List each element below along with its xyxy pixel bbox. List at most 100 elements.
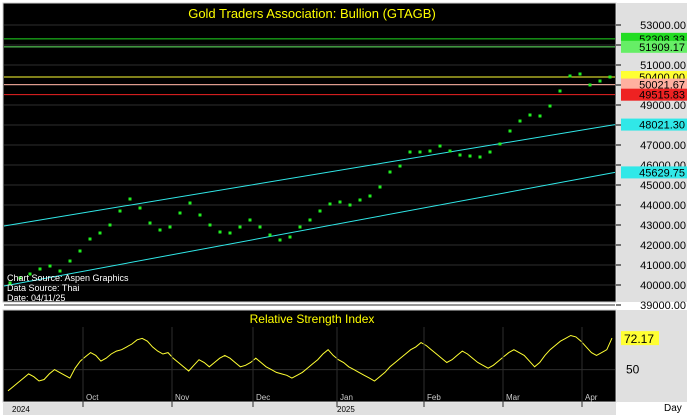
- price-tick-label: 39000.00: [640, 300, 686, 312]
- price-point: [278, 238, 282, 242]
- price-point: [208, 223, 212, 227]
- price-level-label: 51909.17: [639, 42, 685, 54]
- rsi-value-box: [621, 331, 659, 346]
- channel-value-box: [621, 166, 687, 179]
- price-point: [38, 267, 42, 271]
- rsi-tick-label: 50: [626, 363, 640, 377]
- price-point: [458, 153, 462, 157]
- annotation-chart-source: Chart Source: Aspen Graphics: [7, 273, 129, 283]
- price-point: [568, 74, 572, 78]
- price-tick-label: 47000.00: [640, 140, 686, 152]
- price-point: [328, 202, 332, 206]
- annotation-date: Date: 04/11/25: [7, 293, 65, 303]
- x-axis-title: Day: [664, 403, 682, 414]
- price-point: [8, 281, 12, 285]
- price-point: [78, 249, 82, 253]
- rsi-chart-title: Relative Strength Index: [250, 312, 375, 326]
- price-point: [68, 259, 72, 263]
- rsi-axis-background: [617, 310, 687, 402]
- price-horizontal-lines: [4, 38, 615, 96]
- price-point: [578, 72, 582, 76]
- price-tick-label: 53000.00: [640, 20, 686, 32]
- price-point: [428, 149, 432, 153]
- price-point: [478, 155, 482, 159]
- price-point: [198, 213, 202, 217]
- year-label: 2025: [337, 405, 355, 414]
- price-panel-background: [2, 2, 617, 303]
- price-point: [388, 170, 392, 174]
- price-point: [178, 211, 182, 215]
- price-point: [188, 201, 192, 205]
- price-point: [108, 223, 112, 227]
- x-axis: Oct Nov Dec Jan Feb Mar Apr 2024 2025: [3, 327, 616, 415]
- x-tick-label: Nov: [175, 393, 189, 402]
- price-point: [448, 149, 452, 153]
- price-point: [28, 272, 32, 276]
- price-point: [158, 228, 162, 232]
- channel-line: [3, 171, 616, 287]
- x-tick-label: Jan: [340, 393, 353, 402]
- price-point: [468, 154, 472, 158]
- x-tick-label: Feb: [427, 393, 441, 402]
- price-point: [398, 164, 402, 168]
- price-point: [48, 264, 52, 268]
- price-chart-title: Gold Traders Association: Bullion (GTAGB…: [188, 6, 436, 21]
- channel-value-label: 48021.30: [639, 120, 685, 132]
- price-tick-label: 42000.00: [640, 240, 686, 252]
- price-point: [368, 194, 372, 198]
- price-point: [488, 150, 492, 154]
- price-level-label: 49515.83: [639, 90, 685, 102]
- price-point: [58, 269, 62, 273]
- price-point: [608, 75, 612, 79]
- price-point: [348, 203, 352, 207]
- price-point: [148, 221, 152, 225]
- price-point: [308, 218, 312, 222]
- price-axis: 39000.00 40000.00 41000.00 42000.00 43000.00…: [616, 3, 687, 312]
- price-level-label: 50021.67: [639, 80, 685, 92]
- price-tick-label: 51000.00: [640, 60, 686, 72]
- price-level-box: [621, 78, 687, 91]
- price-point: [338, 200, 342, 204]
- x-axis-background: [3, 403, 616, 415]
- price-point: [378, 185, 382, 189]
- price-point: [138, 206, 142, 210]
- price-point: [258, 225, 262, 229]
- x-tick-label: Dec: [256, 393, 270, 402]
- price-tick-label: 45000.00: [640, 180, 686, 192]
- channel-line: [3, 124, 616, 227]
- price-point: [118, 209, 122, 213]
- price-point: [358, 198, 362, 202]
- price-point: [98, 231, 102, 235]
- price-point: [288, 235, 292, 239]
- price-point: [598, 79, 602, 83]
- rsi-axis: 50 72.17 Day: [617, 310, 687, 414]
- price-point: [298, 225, 302, 229]
- price-level-box: [621, 88, 687, 101]
- price-point: [418, 150, 422, 154]
- price-points: [8, 72, 612, 285]
- price-point: [18, 276, 22, 280]
- price-tick-label: 43000.00: [640, 220, 686, 232]
- x-tick-label: Oct: [86, 393, 99, 402]
- channel-value-label: 45629.75: [639, 167, 685, 179]
- x-tick-label: Apr: [585, 393, 598, 402]
- x-tick-label: Mar: [506, 393, 520, 402]
- price-level-box: [621, 40, 687, 53]
- price-point: [438, 144, 442, 148]
- price-point: [498, 142, 502, 146]
- price-point: [518, 119, 522, 123]
- price-point: [268, 233, 272, 237]
- price-point: [528, 113, 532, 117]
- price-point: [218, 230, 222, 234]
- price-point: [588, 83, 592, 87]
- rsi-line: [7, 334, 613, 392]
- price-point: [508, 129, 512, 133]
- annotation-data-source: Data Source: Thai: [7, 283, 79, 293]
- price-point: [88, 237, 92, 241]
- price-point: [318, 209, 322, 213]
- price-tick-label: 49000.00: [640, 100, 686, 112]
- price-tick-label: 40000.00: [640, 280, 686, 292]
- price-point: [238, 225, 242, 229]
- channel-value-box: [621, 118, 687, 131]
